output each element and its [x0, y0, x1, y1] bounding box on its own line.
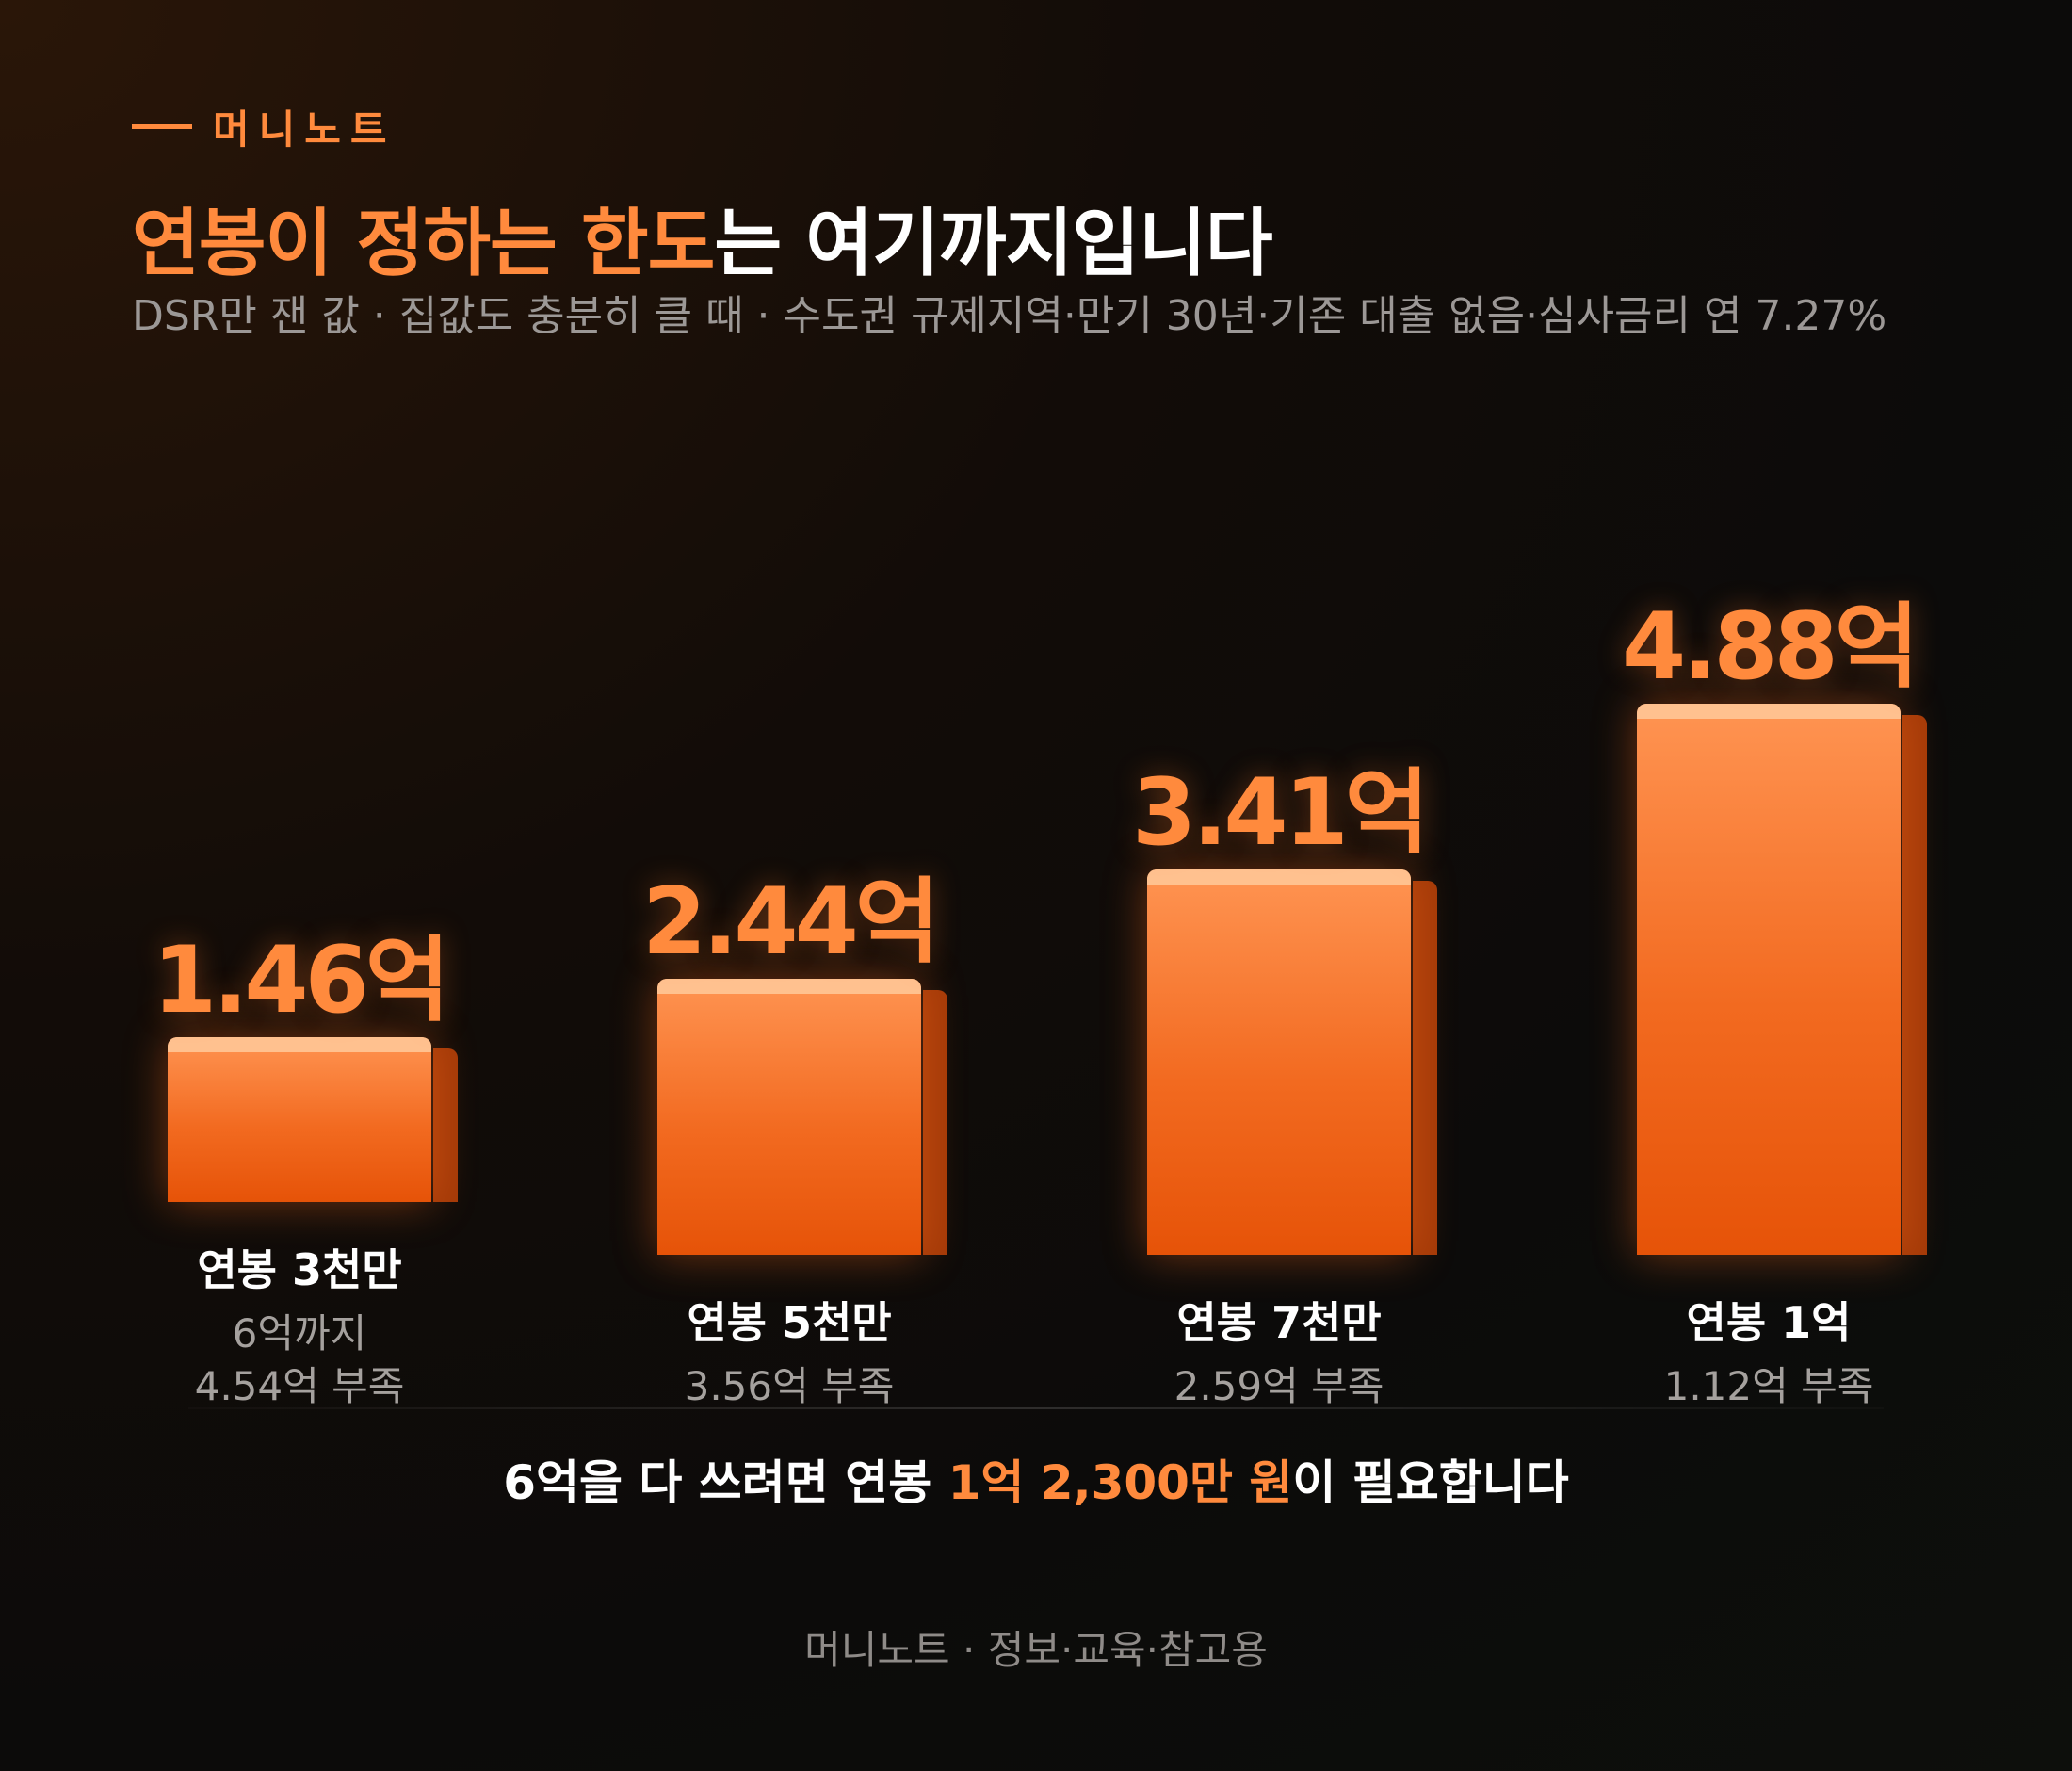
- category-sub-label: 2.59억 부족: [1174, 1363, 1384, 1409]
- bar: [657, 979, 947, 1255]
- category-label: 연봉 7천만: [1176, 1297, 1382, 1348]
- bar: [1637, 704, 1927, 1255]
- category-label: 연봉 5천만: [687, 1297, 892, 1348]
- category-sub-label: 3.56억 부족: [684, 1363, 895, 1409]
- brand-dash: [132, 124, 192, 129]
- chart-baseline: [188, 1407, 1884, 1409]
- category-sub-label: 4.54억 부족: [194, 1363, 405, 1409]
- bar: [168, 1037, 458, 1202]
- page-title-rest: 는 여기까지입니다: [714, 202, 1272, 286]
- brand-name: 머니노트: [213, 106, 397, 153]
- conclusion-before: 6억을 다 쓰려면 연봉: [503, 1455, 948, 1510]
- conclusion-text: 6억을 다 쓰려면 연봉 1억 2,300만 원이 필요합니다: [0, 1445, 2072, 1513]
- brand-header: 머니노트: [132, 98, 397, 155]
- bar-top-highlight: [657, 979, 921, 994]
- category-sub-label: 1.12억 부족: [1663, 1363, 1874, 1409]
- bar-top-highlight: [1147, 869, 1411, 885]
- bar-side: [433, 1048, 458, 1202]
- bar-top-highlight: [1637, 704, 1901, 719]
- bar-value-label: 1.46억: [153, 927, 450, 1034]
- conclusion-after: 이 필요합니다: [1292, 1455, 1569, 1510]
- bar-front: [1637, 704, 1901, 1255]
- bar-side: [923, 990, 947, 1255]
- conclusion-highlight: 1억 2,300만 원: [947, 1455, 1293, 1510]
- bar-front: [1147, 869, 1411, 1255]
- bar-side: [1413, 881, 1437, 1255]
- bar-value-label: 3.41억: [1132, 759, 1430, 867]
- page-title: 연봉이 정하는 한도는 여기까지입니다: [132, 185, 1273, 290]
- bar-top-highlight: [168, 1037, 431, 1052]
- bar: [1147, 869, 1437, 1255]
- page-subtitle: DSR만 잰 값 · 집값도 충분히 클 때 · 수도권 규제지역·만기 30년…: [132, 292, 1887, 340]
- bar-side: [1902, 715, 1927, 1255]
- category-sub-label: 6억까지: [232, 1310, 367, 1357]
- category-label: 연봉 1억: [1686, 1297, 1852, 1348]
- footer-note: 머니노트 · 정보·교육·참고용: [804, 1627, 1268, 1673]
- bar-value-label: 4.88억: [1622, 593, 1919, 701]
- bar-value-label: 2.44억: [642, 869, 940, 976]
- page-title-highlight: 연봉이 정하는 한도: [132, 202, 715, 286]
- bar-front: [168, 1037, 431, 1202]
- category-label: 연봉 3천만: [197, 1244, 402, 1295]
- bar-front: [657, 979, 921, 1255]
